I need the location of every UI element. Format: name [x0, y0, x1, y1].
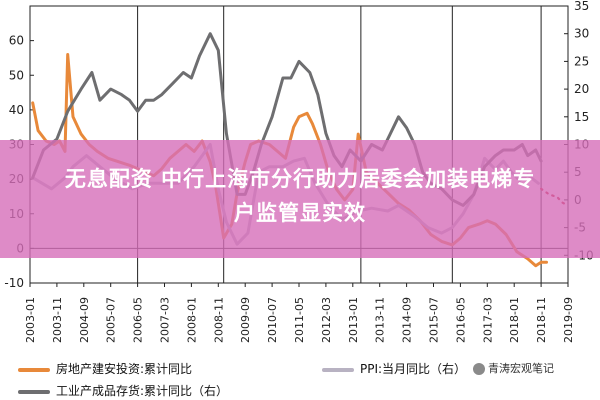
- legend-swatch-gray: [18, 389, 50, 394]
- x-tick-2015-07: 2015-07: [428, 297, 441, 343]
- legend-item-construction: 房地产建安投资:累计同比: [18, 360, 192, 377]
- watermark-logo-icon: [473, 363, 485, 375]
- overlay-banner-text: 无息配资 中行上海市分行助力居委会加装电梯专 户监管显实效: [10, 162, 590, 230]
- x-tick-2005-07: 2005-07: [105, 297, 118, 343]
- x-tick-2010-07: 2010-07: [266, 297, 279, 343]
- x-tick-2008-01: 2008-01: [185, 297, 198, 343]
- x-tick-2016-05: 2016-05: [454, 297, 467, 343]
- x-tick-2007-03: 2007-03: [159, 297, 172, 343]
- legend-swatch-orange: [18, 367, 50, 372]
- x-tick-2013-01: 2013-01: [347, 297, 360, 343]
- y-left-tick-40: 40: [9, 103, 24, 117]
- y-right-tick-35: 35: [574, 0, 589, 13]
- banner-line-2: 户监管显实效: [234, 201, 366, 225]
- x-tick-2014-09: 2014-09: [401, 297, 414, 343]
- legend-item-inventory: 工业产成品存货:累计同比（右）: [18, 382, 228, 399]
- legend-item-ppi: PPI:当月同比（右）: [322, 360, 466, 377]
- x-tick-2008-11: 2008-11: [212, 297, 225, 343]
- x-tick-2018-11: 2018-11: [535, 297, 548, 343]
- x-tick-2004-09: 2004-09: [78, 297, 91, 343]
- y-right-tick-20: 20: [574, 82, 589, 96]
- x-tick-2006-05: 2006-05: [132, 297, 145, 343]
- x-tick-2017-03: 2017-03: [481, 297, 494, 343]
- legend-swatch-lilac: [322, 367, 354, 372]
- legend-label-ppi: PPI:当月同比（右）: [360, 362, 467, 376]
- y-left-tick-60: 60: [9, 34, 24, 48]
- x-tick-2012-03: 2012-03: [320, 297, 333, 343]
- y-left-tick--10: -10: [4, 276, 24, 290]
- x-tick-2018-01: 2018-01: [508, 297, 521, 343]
- x-tick-2011-05: 2011-05: [293, 297, 306, 343]
- x-tick-2003-01: 2003-01: [24, 297, 37, 343]
- y-right-tick-30: 30: [574, 27, 589, 41]
- x-tick-2019-09: 2019-09: [562, 297, 575, 343]
- y-right-tick-15: 15: [574, 110, 589, 124]
- overlay-banner: 无息配资 中行上海市分行助力居委会加装电梯专 户监管显实效: [0, 140, 600, 258]
- y-left-tick-50: 50: [9, 68, 24, 82]
- watermark: 青涛宏观笔记: [473, 360, 554, 376]
- x-tick-2009-09: 2009-09: [239, 297, 252, 343]
- banner-line-1: 无息配资 中行上海市分行助力居委会加装电梯专: [64, 167, 536, 191]
- y-right-tick-25: 25: [574, 54, 589, 68]
- watermark-text: 青涛宏观笔记: [488, 362, 554, 375]
- legend-label-inventory: 工业产成品存货:累计同比（右）: [56, 384, 229, 398]
- x-tick-2003-11: 2003-11: [51, 297, 64, 343]
- x-tick-2013-11: 2013-11: [374, 297, 387, 343]
- legend-label-construction: 房地产建安投资:累计同比: [56, 362, 193, 376]
